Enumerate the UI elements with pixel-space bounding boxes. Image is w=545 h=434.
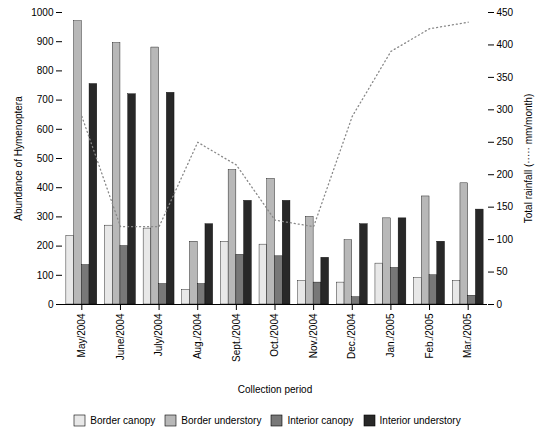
svg-text:Nov./2004: Nov./2004 bbox=[308, 313, 319, 358]
svg-text:350: 350 bbox=[497, 72, 514, 83]
svg-text:400: 400 bbox=[37, 182, 54, 193]
svg-text:Sept./2004: Sept./2004 bbox=[231, 313, 242, 362]
svg-text:0: 0 bbox=[497, 299, 503, 310]
svg-text:100: 100 bbox=[497, 234, 514, 245]
svg-text:Abundance of Hymenoptera: Abundance of Hymenoptera bbox=[13, 96, 24, 221]
svg-text:450: 450 bbox=[497, 7, 514, 18]
svg-text:Jan./2005: Jan./2005 bbox=[385, 313, 396, 357]
svg-text:200: 200 bbox=[37, 240, 54, 251]
svg-text:Mar./2005: Mar./2005 bbox=[462, 313, 473, 358]
svg-text:200: 200 bbox=[497, 169, 514, 180]
html-text:Border canopy: Border canopy bbox=[90, 415, 156, 426]
svg-text:600: 600 bbox=[37, 124, 54, 135]
svg-text:150: 150 bbox=[497, 201, 514, 212]
svg-text:300: 300 bbox=[37, 211, 54, 222]
svg-text:800: 800 bbox=[37, 65, 54, 76]
svg-text:Aug./2004: Aug./2004 bbox=[192, 313, 203, 359]
svg-text:June/2004: June/2004 bbox=[115, 313, 126, 360]
svg-text:900: 900 bbox=[37, 36, 54, 47]
svg-text:300: 300 bbox=[497, 104, 514, 115]
html-text:Border understory: Border understory bbox=[181, 415, 262, 426]
svg-text:May/2004: May/2004 bbox=[76, 313, 87, 357]
svg-text:400: 400 bbox=[497, 39, 514, 50]
svg-text:Feb./2005: Feb./2005 bbox=[424, 313, 435, 358]
svg-text:250: 250 bbox=[497, 136, 514, 147]
svg-text:Total rainfall (····· mm/month: Total rainfall (····· mm/month) bbox=[523, 94, 534, 223]
svg-text:500: 500 bbox=[37, 153, 54, 164]
svg-text:1000: 1000 bbox=[31, 7, 54, 18]
svg-text:700: 700 bbox=[37, 94, 54, 105]
svg-text:Dec./2004: Dec./2004 bbox=[346, 313, 357, 359]
svg-text:Oct./2004: Oct./2004 bbox=[269, 313, 280, 357]
html-text:Interior canopy: Interior canopy bbox=[287, 415, 354, 426]
svg-text:0: 0 bbox=[48, 299, 54, 310]
svg-text:Collection period: Collection period bbox=[238, 384, 313, 395]
svg-text:July/2004: July/2004 bbox=[153, 313, 164, 356]
html-text:Interior understory: Interior understory bbox=[379, 415, 461, 426]
svg-text:50: 50 bbox=[497, 266, 509, 277]
svg-text:100: 100 bbox=[37, 270, 54, 281]
